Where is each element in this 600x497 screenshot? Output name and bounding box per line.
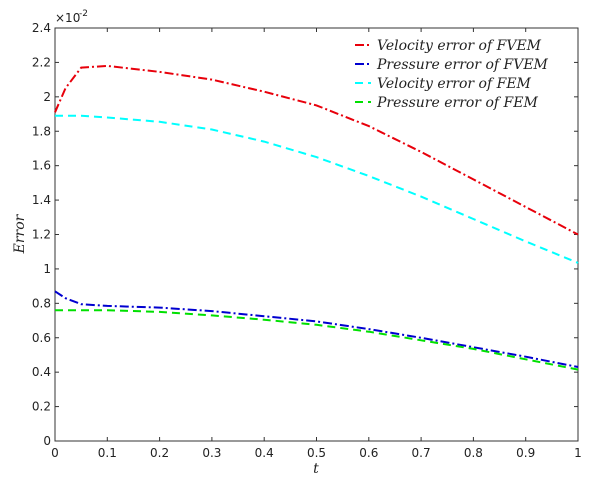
plot-frame	[54, 27, 579, 442]
x-tick-label: 0.8	[464, 446, 483, 460]
y-scale-exponent: -2	[79, 9, 88, 19]
x-tick-label: 0.3	[202, 446, 221, 460]
y-tick-label: 0	[43, 434, 51, 448]
y-tick-label: 1.4	[32, 193, 51, 207]
y-tick-label: 1	[43, 262, 51, 276]
y-scale-base: ×10	[55, 11, 80, 25]
x-tick-label: 0	[51, 446, 59, 460]
data-line	[55, 114, 579, 264]
y-tick-label: 0.6	[32, 331, 51, 345]
legend-label: Velocity error of FVEM	[377, 38, 542, 54]
x-tick-label: 0.6	[359, 446, 378, 460]
y-tick-label: 2	[43, 90, 51, 104]
data-line	[54, 64, 579, 236]
y-tick-label: 0.2	[32, 400, 51, 414]
x-tick-label: 0.5	[307, 446, 326, 460]
x-tick-label: 0.9	[516, 446, 535, 460]
legend-label: Pressure error of FVEM	[376, 57, 549, 73]
y-tick-label: 0.4	[32, 365, 51, 379]
data-line	[54, 290, 579, 368]
y-axis-label: Error	[12, 213, 28, 254]
y-tick-label: 1.6	[32, 159, 51, 173]
y-tick-label: 1.8	[32, 124, 51, 138]
x-tick-label: 0.7	[412, 446, 431, 460]
y-tick-label: 2.4	[32, 21, 51, 35]
x-tick-label: 0.4	[255, 446, 274, 460]
x-axis-label: t	[313, 461, 319, 477]
y-tick-label: 0.8	[32, 296, 51, 310]
legend-label: Velocity error of FEM	[377, 76, 532, 92]
y-tick-label: 2.2	[32, 55, 51, 69]
legend-label: Pressure error of FEM	[376, 95, 538, 111]
x-tick-label: 0.2	[150, 446, 169, 460]
data-line	[55, 309, 579, 371]
y-tick-label: 1.2	[32, 228, 51, 242]
x-tick-label: 1	[574, 446, 582, 460]
x-tick-label: 0.1	[98, 446, 117, 460]
